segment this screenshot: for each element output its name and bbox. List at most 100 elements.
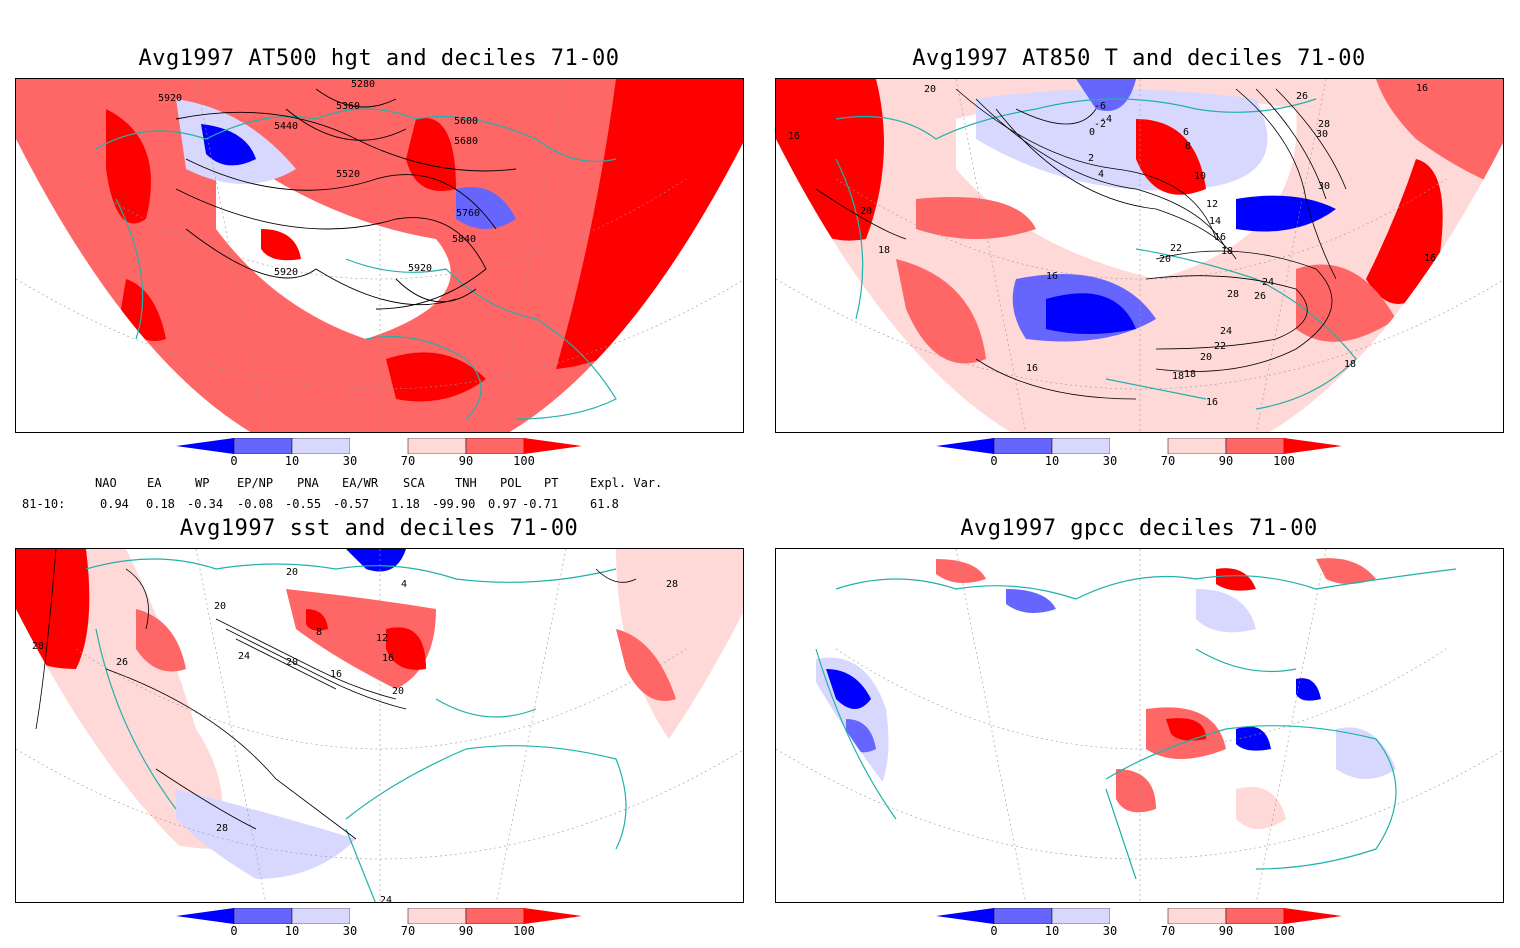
svg-text:24: 24 [1262,277,1274,288]
svg-text:24: 24 [238,651,250,662]
decile-fill-30 [1196,589,1256,633]
temperature-contours [815,88,1347,400]
colorbar-label: 0 [230,924,238,938]
svg-text:18: 18 [878,245,890,256]
decile-fill-100 [1216,568,1256,591]
svg-text:14: 14 [1209,216,1221,227]
colorbar-label: 70 [400,924,416,938]
index-value: 0.18 [146,497,175,511]
index-header: POL [500,476,522,490]
graticule [16,79,743,432]
svg-text:2: 2 [1088,153,1094,164]
colorbar-swatches [936,438,1342,454]
colorbar-label: 10 [284,924,300,938]
svg-text:4: 4 [401,579,407,590]
svg-text:5520: 5520 [336,169,360,180]
index-header: PNA [297,476,319,490]
svg-text:16: 16 [1424,253,1436,264]
decile-fill-90 [1376,79,1503,189]
svg-text:5360: 5360 [336,101,360,112]
svg-text:20: 20 [214,601,226,612]
colorbar-label: 70 [1160,924,1176,938]
svg-text:16: 16 [382,653,394,664]
svg-text:6: 6 [1183,127,1189,138]
panel-title-t850: Avg1997 AT850 T and deciles 71-00 [912,46,1366,71]
svg-text:20: 20 [392,686,404,697]
colorbar-label: 30 [1102,924,1118,938]
decile-fill-90 [1316,558,1376,584]
decile-fill-10 [456,187,516,229]
index-value: -99.90 [432,497,476,511]
contour-labels: 20 4 28 26 24 20 16 8 12 16 20 20 28 24 … [32,567,678,902]
decile-fill-10 [1006,589,1056,613]
svg-text:10: 10 [1194,171,1206,182]
svg-text:28: 28 [666,579,678,590]
colorbar-t850: 0 10 30 70 90 100 [936,438,1346,478]
decile-fill-100 [16,549,90,669]
svg-text:26: 26 [116,657,128,668]
svg-text:16: 16 [330,669,342,680]
index-value: 0.97 [488,497,517,511]
svg-text:18: 18 [1184,369,1196,380]
svg-text:28: 28 [1227,289,1239,300]
colorbar-swatches [176,438,582,454]
svg-text:26: 26 [1296,91,1308,102]
index-row-label: 81-10: [22,497,66,511]
index-value: 0.94 [100,497,129,511]
svg-text:24: 24 [1220,326,1232,337]
colorbar-label: 100 [513,924,535,938]
index-value: -0.71 [522,497,559,511]
svg-text:20: 20 [1159,254,1171,265]
decile-fill-90 [936,559,986,583]
colorbar-label: 100 [513,454,535,468]
colorbar-label: 10 [284,454,300,468]
colorbar-sst: 0 10 30 70 90 100 [176,908,586,948]
svg-text:8: 8 [316,627,322,638]
colorbar-hgt: 0 10 30 70 90 100 [176,438,586,478]
hgt-map-svg: 5280 5360 5920 5440 5600 5680 5520 5760 … [16,79,743,432]
decile-fill-70 [1236,787,1286,829]
sst-contours [35,549,637,840]
svg-text:5920: 5920 [158,93,182,104]
index-header: WP [195,476,210,490]
svg-text:28: 28 [1318,119,1330,130]
colorbar-label: 0 [990,454,998,468]
index-value: -0.57 [333,497,370,511]
decile-fill-0 [1296,678,1321,701]
index-header: Expl. Var. [590,476,663,490]
svg-text:5440: 5440 [274,121,298,132]
decile-fill-100 [386,627,426,670]
svg-text:5280: 5280 [351,79,375,90]
decile-fill-100 [406,117,456,191]
gpcc-map-svg [776,549,1503,902]
svg-text:18: 18 [1172,371,1184,382]
decile-fill-30 [1336,727,1396,779]
colorbar-label: 90 [1218,454,1234,468]
contour-labels: 20 -6 -4 -2 0 6 8 2 4 10 12 14 16 18 16 … [788,83,1436,408]
contour-labels: 5280 5360 5920 5440 5600 5680 5520 5760 … [158,79,480,278]
coastlines [95,108,617,420]
index-header: EP/NP [237,476,274,490]
decile-fill-0 [1046,293,1136,334]
svg-text:20: 20 [860,206,872,217]
svg-text:-6: -6 [1094,101,1106,112]
colorbar-gpcc: 0 10 30 70 90 100 [936,908,1346,948]
svg-text:16: 16 [788,131,800,142]
decile-fill-0 [346,549,406,572]
svg-text:22: 22 [1214,341,1226,352]
coastlines [815,568,1457,880]
decile-fill-100 [556,79,743,369]
svg-text:30: 30 [1318,181,1330,192]
graticule [16,549,743,902]
svg-text:12: 12 [1206,199,1218,210]
decile-fill-0 [1236,726,1271,751]
svg-text:-2: -2 [1094,119,1106,130]
svg-text:22: 22 [1170,243,1182,254]
colorbar-label: 90 [1218,924,1234,938]
panel-title-hgt: Avg1997 AT500 hgt and deciles 71-00 [138,46,620,71]
decile-fill-100 [106,109,151,224]
svg-text:16: 16 [1026,363,1038,374]
decile-fill-neutral [216,139,451,339]
graticule [776,549,1503,902]
colorbar-label: 10 [1044,454,1060,468]
